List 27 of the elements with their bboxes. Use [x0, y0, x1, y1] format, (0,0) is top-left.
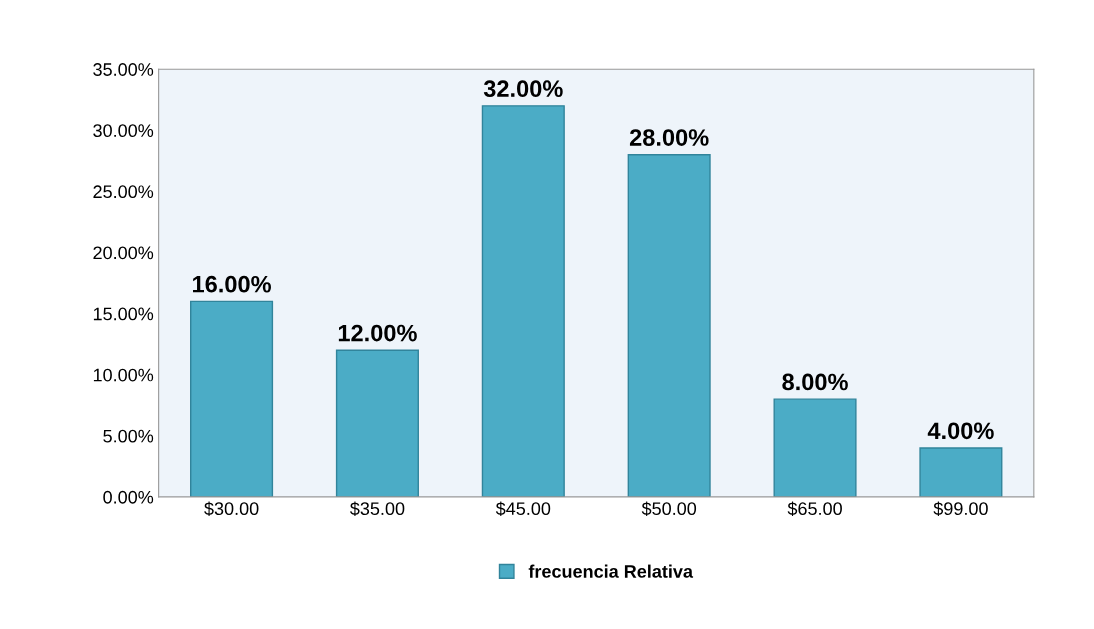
data-label: 28.00%	[629, 129, 709, 146]
bar	[481, 105, 565, 497]
legend-label: frecuencia Relativa	[528, 564, 694, 578]
x-tick-label: $35.00	[350, 501, 405, 517]
bar	[627, 154, 711, 497]
y-tick-label: 5.00%	[103, 429, 154, 443]
x-tick-label: $99.00	[933, 501, 988, 517]
y-tick-label: 0.00%	[103, 490, 154, 504]
bar	[773, 398, 857, 497]
data-label: 16.00%	[193, 275, 271, 293]
data-label: 4.00%	[927, 422, 994, 440]
x-tick-label: $65.00	[787, 501, 842, 517]
data-label: 12.00%	[338, 324, 417, 342]
y-tick-label: 25.00%	[93, 185, 154, 199]
data-label: 8.00%	[782, 373, 848, 391]
y-tick-label: 15.00%	[93, 307, 154, 321]
y-tick-label: 10.00%	[93, 368, 154, 382]
y-tick-label: 35.00%	[93, 63, 154, 76]
y-tick-label: 20.00%	[93, 246, 154, 260]
bar	[190, 300, 274, 497]
x-tick-label: $50.00	[641, 501, 697, 517]
x-tick-label: $45.00	[495, 501, 551, 517]
bar	[919, 447, 1003, 497]
x-tick-label: $30.00	[204, 501, 259, 517]
bar	[335, 349, 419, 497]
y-tick-label: 30.00%	[93, 124, 154, 138]
data-label: 32.00%	[483, 80, 563, 98]
